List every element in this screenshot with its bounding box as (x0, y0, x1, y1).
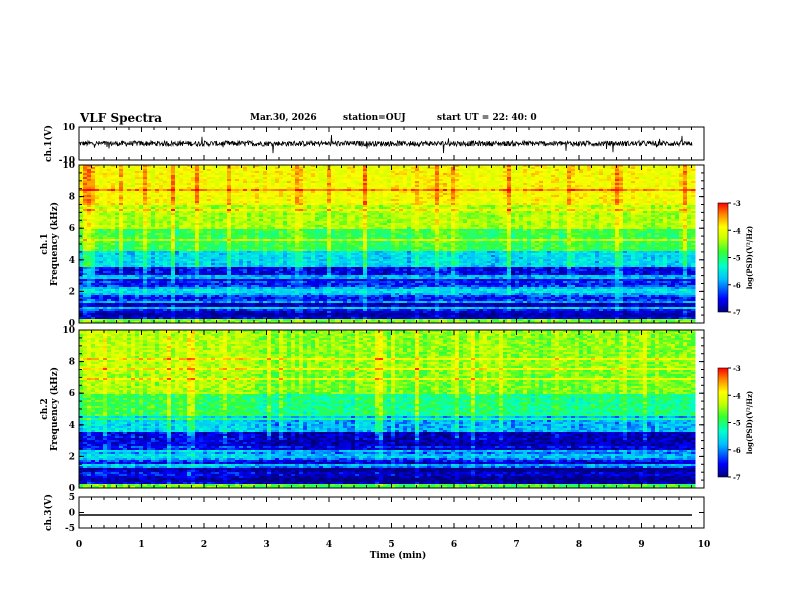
ch1-signal-line (79, 135, 692, 153)
spectrogram-cells (79, 165, 696, 324)
y-axis-label: ch.1(V) (43, 125, 54, 162)
y-tick-label: 10 (62, 123, 75, 133)
